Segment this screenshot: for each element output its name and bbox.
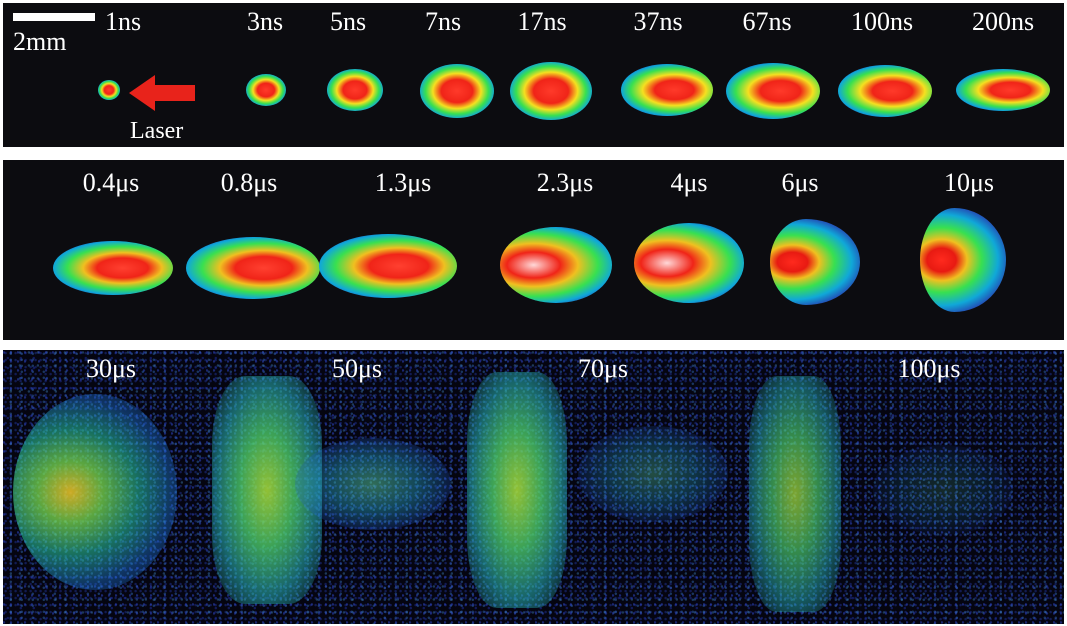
plume-image	[920, 208, 1006, 312]
time-label: 6μs	[781, 168, 819, 197]
time-label: 10μs	[943, 168, 995, 197]
plume-image	[13, 394, 177, 590]
plume-image	[726, 63, 820, 119]
plume-image	[186, 237, 320, 299]
time-label: 100ns	[850, 7, 914, 36]
time-label: 0.4μs	[82, 168, 140, 197]
plume-image	[500, 227, 612, 303]
plume-image	[295, 438, 451, 530]
time-label: 1.3μs	[374, 168, 432, 197]
plume-image	[770, 219, 860, 305]
time-label: 67ns	[742, 7, 792, 36]
plume-image	[246, 74, 286, 106]
plume-image	[420, 64, 494, 118]
time-label: 30μs	[85, 354, 137, 383]
plume-image	[621, 64, 713, 116]
plume-image	[873, 445, 1013, 535]
plume-image	[956, 69, 1050, 111]
laser-arrow-icon	[129, 75, 195, 111]
time-label: 4μs	[670, 168, 708, 197]
row-2-panel: 0.4μs 0.8μs 1.3μs 2.3μs 4μs 6μs 10μs	[3, 160, 1064, 340]
scale-bar	[13, 13, 95, 21]
plume-image	[510, 62, 592, 120]
plume-image	[53, 241, 173, 295]
time-label: 200ns	[971, 7, 1035, 36]
time-label: 50μs	[331, 354, 383, 383]
time-label: 3ns	[246, 7, 284, 36]
plume-image	[319, 234, 457, 298]
plume-image	[838, 65, 932, 117]
time-label: 70μs	[577, 354, 629, 383]
plume-image	[578, 426, 728, 522]
plume-image	[327, 69, 383, 111]
laser-label: Laser	[130, 118, 184, 144]
time-label: 17ns	[517, 7, 567, 36]
plume-image	[749, 376, 841, 612]
time-label: 100μs	[897, 354, 961, 383]
scale-bar-label: 2mm	[13, 27, 67, 56]
time-label: 5ns	[329, 7, 367, 36]
plume-image	[467, 372, 567, 608]
time-label: 0.8μs	[220, 168, 278, 197]
time-label: 1ns	[104, 7, 142, 36]
row-1-panel: 2mm 1ns 3ns 5ns 7ns 17ns 37ns 67ns 100ns…	[3, 3, 1064, 147]
time-label: 7ns	[424, 7, 462, 36]
time-label: 2.3μs	[536, 168, 594, 197]
time-label: 37ns	[633, 7, 683, 36]
plume-image	[98, 80, 120, 100]
plume-image	[634, 223, 744, 303]
row-3-panel: 30μs 50μs 70μs 100μs	[3, 350, 1064, 624]
